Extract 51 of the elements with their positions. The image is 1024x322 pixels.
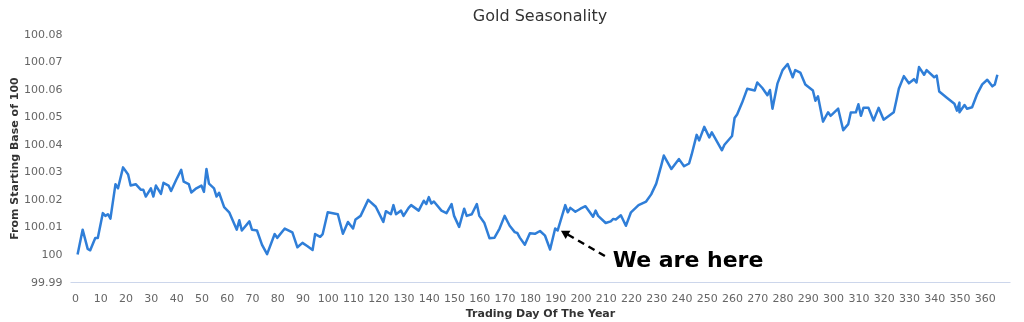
x-tick-label: 90 (295, 291, 310, 305)
x-tick-label: 120 (368, 291, 390, 305)
x-tick-label: 60 (220, 291, 235, 305)
x-tick-label: 220 (620, 291, 642, 305)
x-tick-label: 10 (93, 291, 108, 305)
x-tick-label: 260 (722, 291, 744, 305)
x-tick-label: 200 (570, 291, 592, 305)
x-tick-label: 360 (974, 291, 996, 305)
x-tick-label: 210 (595, 291, 617, 305)
x-tick-label: 190 (545, 291, 567, 305)
x-tick-label: 170 (494, 291, 516, 305)
x-tick-label: 80 (270, 291, 285, 305)
x-tick-label: 280 (772, 291, 794, 305)
y-tick-label: 100.04 (24, 137, 63, 151)
x-tick-label: 70 (245, 291, 260, 305)
x-tick-label: 140 (418, 291, 440, 305)
x-tick-label: 40 (169, 291, 184, 305)
x-tick-label: 130 (393, 291, 415, 305)
y-tick-label: 100.08 (24, 27, 63, 41)
x-tick-label: 100 (317, 291, 339, 305)
x-tick-label: 330 (898, 291, 920, 305)
x-tick-label: 110 (343, 291, 365, 305)
annotation: We are here (612, 247, 764, 273)
x-tick-label: 20 (119, 291, 134, 305)
x-tick-label: 150 (444, 291, 466, 305)
y-tick-label: 100.03 (24, 165, 63, 179)
x-tick-label: 320 (873, 291, 895, 305)
x-axis-title: Trading Day Of The Year (465, 306, 616, 320)
x-tick-label: 50 (194, 291, 209, 305)
x-tick-label: 0 (72, 291, 80, 305)
x-tick-label: 350 (949, 291, 971, 305)
y-tick-label: 100.05 (24, 110, 63, 124)
x-tick-label: 240 (671, 291, 693, 305)
x-tick-label: 290 (797, 291, 819, 305)
x-tick-label: 180 (519, 291, 541, 305)
y-tick-label: 99.99 (31, 275, 63, 289)
chart-title: Gold Seasonality (472, 6, 608, 25)
y-tick-label: 100.01 (24, 220, 63, 234)
x-tick-label: 160 (469, 291, 491, 305)
y-tick-label: 100.06 (24, 82, 63, 96)
y-tick-label: 100 (41, 247, 63, 261)
x-tick-label: 300 (823, 291, 845, 305)
x-tick-label: 230 (646, 291, 668, 305)
x-tick-label: 250 (696, 291, 718, 305)
x-tick-label: 30 (144, 291, 159, 305)
x-tick-label: 270 (747, 291, 769, 305)
y-tick-label: 100.02 (24, 192, 63, 206)
x-tick-label: 340 (924, 291, 946, 305)
y-axis-title: From Starting Base of 100 (8, 76, 22, 240)
y-tick-label: 100.07 (24, 55, 63, 69)
x-tick-label: 310 (848, 291, 870, 305)
